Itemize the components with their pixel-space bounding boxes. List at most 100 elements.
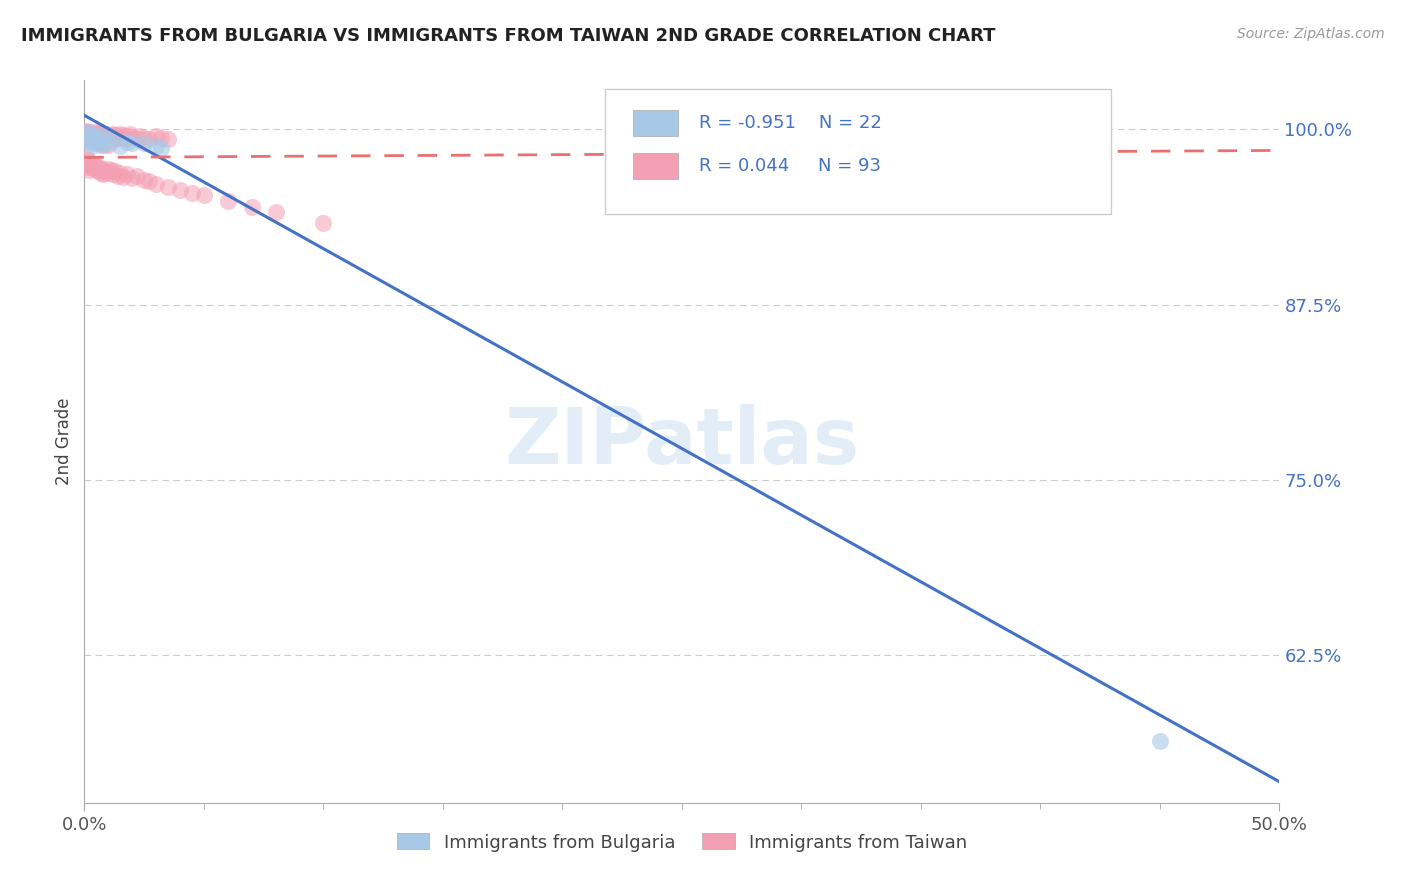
Point bbox=[93, 137, 115, 152]
Point bbox=[110, 139, 132, 153]
Point bbox=[86, 134, 108, 148]
Point bbox=[97, 136, 120, 151]
Point bbox=[90, 161, 112, 176]
Point bbox=[97, 132, 120, 146]
Point bbox=[100, 163, 122, 178]
Point bbox=[217, 194, 239, 208]
Point bbox=[138, 132, 160, 146]
Point bbox=[76, 134, 98, 148]
Point bbox=[157, 180, 180, 194]
Point bbox=[94, 127, 117, 141]
Point bbox=[145, 177, 167, 191]
Point bbox=[101, 130, 124, 145]
Point bbox=[90, 127, 112, 141]
Point bbox=[97, 137, 120, 152]
Point bbox=[145, 129, 167, 144]
Point bbox=[87, 135, 110, 149]
Point bbox=[157, 132, 180, 146]
Point bbox=[97, 128, 120, 142]
Point bbox=[76, 153, 98, 168]
Point bbox=[76, 161, 98, 175]
Point bbox=[94, 130, 117, 145]
Point bbox=[110, 130, 132, 145]
Point bbox=[94, 164, 117, 178]
Point bbox=[93, 132, 115, 146]
Point bbox=[111, 170, 134, 185]
Point bbox=[138, 174, 160, 188]
Point bbox=[117, 167, 139, 181]
Point bbox=[132, 130, 156, 145]
Point bbox=[75, 124, 97, 138]
Point bbox=[87, 129, 110, 144]
Point bbox=[83, 157, 105, 171]
Point bbox=[86, 159, 108, 173]
Point bbox=[83, 132, 105, 146]
Point bbox=[312, 216, 335, 230]
Point bbox=[93, 134, 115, 148]
Point bbox=[132, 136, 156, 151]
Point bbox=[132, 173, 156, 187]
Point bbox=[77, 125, 100, 139]
Point bbox=[75, 157, 97, 171]
Point bbox=[80, 161, 103, 175]
Point bbox=[101, 167, 124, 181]
Point bbox=[240, 200, 263, 214]
Point bbox=[76, 157, 98, 171]
Point bbox=[264, 205, 287, 219]
Point bbox=[77, 159, 100, 173]
Text: Source: ZipAtlas.com: Source: ZipAtlas.com bbox=[1237, 27, 1385, 41]
Point bbox=[90, 136, 112, 151]
Point bbox=[87, 135, 110, 149]
Point bbox=[100, 129, 122, 144]
Point bbox=[87, 125, 110, 139]
Point bbox=[110, 166, 132, 180]
Point bbox=[101, 127, 124, 141]
Point bbox=[90, 166, 112, 180]
Point bbox=[117, 135, 139, 149]
Point bbox=[86, 130, 108, 145]
Point bbox=[76, 125, 98, 139]
Point bbox=[101, 132, 124, 146]
Point bbox=[93, 167, 115, 181]
Point bbox=[77, 154, 100, 169]
Point bbox=[83, 128, 105, 142]
Point bbox=[77, 125, 100, 139]
Point bbox=[77, 132, 100, 146]
Text: IMMIGRANTS FROM BULGARIA VS IMMIGRANTS FROM TAIWAN 2ND GRADE CORRELATION CHART: IMMIGRANTS FROM BULGARIA VS IMMIGRANTS F… bbox=[21, 27, 995, 45]
Point bbox=[104, 128, 127, 142]
Point bbox=[118, 127, 141, 141]
Point bbox=[93, 163, 115, 178]
Point bbox=[90, 130, 112, 145]
Point bbox=[83, 125, 105, 139]
Point bbox=[87, 161, 110, 175]
Point bbox=[117, 129, 139, 144]
Point bbox=[80, 139, 103, 153]
Text: R = 0.044     N = 93: R = 0.044 N = 93 bbox=[699, 157, 880, 175]
Point bbox=[93, 128, 115, 142]
Point bbox=[80, 127, 103, 141]
Point bbox=[110, 127, 132, 141]
Point bbox=[77, 163, 100, 178]
Point bbox=[125, 132, 148, 146]
Point bbox=[121, 130, 143, 145]
Point bbox=[90, 137, 112, 152]
Text: ZIPatlas: ZIPatlas bbox=[505, 403, 859, 480]
Point bbox=[111, 128, 134, 142]
Point bbox=[80, 129, 103, 144]
Point bbox=[86, 127, 108, 141]
Point bbox=[86, 130, 108, 145]
Point bbox=[1149, 734, 1171, 748]
Point bbox=[83, 129, 105, 144]
Point bbox=[145, 139, 167, 153]
Point bbox=[97, 166, 120, 180]
Point bbox=[80, 130, 103, 145]
Text: R = -0.951    N = 22: R = -0.951 N = 22 bbox=[699, 114, 882, 132]
Point bbox=[193, 188, 215, 202]
Point bbox=[86, 163, 108, 178]
Point bbox=[77, 132, 100, 146]
Point bbox=[80, 134, 103, 148]
Point bbox=[149, 140, 172, 154]
Point bbox=[121, 171, 143, 186]
Point bbox=[83, 161, 105, 176]
Point bbox=[181, 186, 204, 200]
